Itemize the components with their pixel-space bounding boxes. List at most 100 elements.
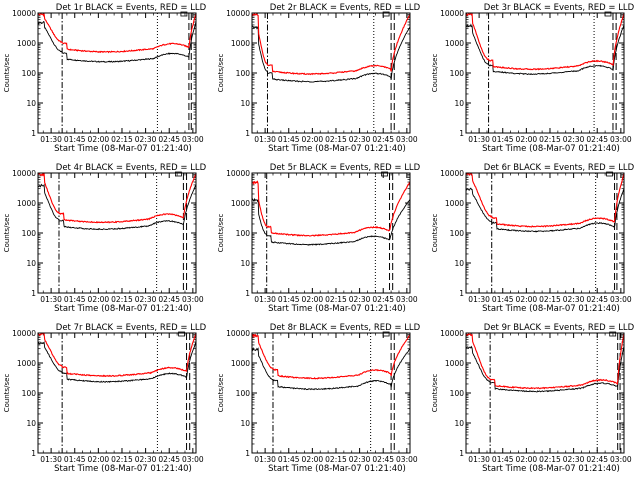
- y-tick-label: 100: [450, 229, 465, 238]
- y-tick-label: 10000: [12, 9, 36, 18]
- y-tick-label: 1000: [17, 199, 36, 208]
- y-axis-label: Counts/sec: [431, 54, 439, 93]
- series-lld: [252, 180, 410, 237]
- x-axis-label: Start Time (08-Mar-07 01:21:40): [54, 464, 192, 474]
- y-tick-label: 10: [240, 259, 250, 268]
- y-tick-label: 1000: [445, 199, 464, 208]
- x-tick-label: 03:00: [396, 455, 418, 464]
- x-tick-label: 02:30: [135, 455, 157, 464]
- plot-frame: [37, 172, 197, 294]
- panel-title: Det 8r BLACK = Events, RED = LLD: [270, 323, 421, 333]
- x-tick-label: 01:45: [278, 135, 300, 144]
- x-tick-label: 02:00: [88, 455, 110, 464]
- series-events: [252, 346, 410, 391]
- y-tick-label: 100: [236, 389, 251, 398]
- y-tick-label: 10000: [226, 169, 250, 178]
- x-tick-label: 02:00: [302, 295, 324, 304]
- y-tick-label: 1000: [231, 359, 250, 368]
- x-tick-label: 02:45: [586, 455, 608, 464]
- x-tick-label: 02:30: [563, 455, 585, 464]
- panel-title: Det 6r BLACK = Events, RED = LLD: [484, 163, 635, 173]
- y-tick-label: 1: [459, 449, 464, 458]
- y-axis-label: Counts/sec: [217, 214, 225, 253]
- x-tick-label: 02:00: [516, 135, 538, 144]
- series-events: [38, 183, 196, 231]
- series-events: [252, 197, 410, 246]
- series-events: [38, 21, 196, 63]
- x-tick-label: 01:30: [254, 455, 276, 464]
- plot-frame: [37, 332, 197, 454]
- x-tick-label: 02:15: [325, 135, 347, 144]
- detector-panel-5: Det 5r BLACK = Events, RED = LLD Counts/s…: [217, 163, 421, 314]
- detector-panel-1: Det 1r BLACK = Events, RED = LLD Counts/s…: [3, 3, 207, 154]
- y-tick-label: 10000: [226, 329, 250, 338]
- x-tick-label: 01:45: [278, 295, 300, 304]
- x-tick-label: 02:15: [111, 455, 133, 464]
- x-tick-label: 03:00: [396, 135, 418, 144]
- y-tick-label: 10000: [440, 9, 464, 18]
- x-tick-label: 02:15: [325, 295, 347, 304]
- x-tick-label: 01:45: [64, 295, 86, 304]
- x-tick-label: 02:30: [349, 295, 371, 304]
- x-tick-label: 02:00: [88, 295, 110, 304]
- series-events: [466, 23, 624, 76]
- x-axis-label: Start Time (08-Mar-07 01:21:40): [482, 144, 620, 154]
- panel-title: Det 3r BLACK = Events, RED = LLD: [484, 3, 635, 13]
- x-tick-label: 01:30: [254, 295, 276, 304]
- y-tick-label: 10: [240, 419, 250, 428]
- detector-panel-2: Det 2r BLACK = Events, RED = LLD Counts/s…: [217, 3, 421, 154]
- y-tick-label: 10: [454, 419, 464, 428]
- x-tick-label: 03:00: [182, 455, 204, 464]
- series-lld: [466, 13, 624, 71]
- series-events: [38, 341, 196, 383]
- y-tick-label: 1000: [445, 39, 464, 48]
- y-axis-label: Counts/sec: [431, 374, 439, 413]
- x-tick-label: 01:30: [254, 135, 276, 144]
- y-tick-label: 1000: [17, 359, 36, 368]
- y-tick-label: 10000: [12, 329, 36, 338]
- x-tick-label: 01:45: [492, 295, 514, 304]
- y-tick-label: 1000: [17, 39, 36, 48]
- panel-title: Det 9r BLACK = Events, RED = LLD: [484, 323, 635, 333]
- x-axis-label: Start Time (08-Mar-07 01:21:40): [482, 304, 620, 314]
- y-axis-label: Counts/sec: [3, 54, 11, 93]
- x-tick-label: 02:45: [158, 295, 180, 304]
- x-tick-label: 01:30: [40, 135, 62, 144]
- y-tick-label: 10000: [12, 169, 36, 178]
- x-tick-label: 02:30: [135, 135, 157, 144]
- x-tick-label: 02:45: [158, 455, 180, 464]
- detector-panel-3: Det 3r BLACK = Events, RED = LLD Counts/s…: [431, 3, 635, 154]
- y-tick-label: 10: [240, 99, 250, 108]
- x-tick-label: 03:00: [182, 135, 204, 144]
- y-tick-label: 1: [459, 289, 464, 298]
- series-lld: [466, 173, 624, 228]
- x-tick-label: 01:45: [64, 455, 86, 464]
- x-tick-label: 02:00: [302, 455, 324, 464]
- x-tick-label: 01:45: [278, 455, 300, 464]
- x-tick-label: 02:00: [516, 295, 538, 304]
- x-tick-label: 02:00: [302, 135, 324, 144]
- detector-panel-9: Det 9r BLACK = Events, RED = LLD Counts/s…: [431, 323, 635, 474]
- plot-frame: [251, 12, 411, 134]
- x-tick-label: 02:15: [111, 295, 133, 304]
- x-tick-label: 03:00: [610, 135, 632, 144]
- x-tick-label: 03:00: [182, 295, 204, 304]
- x-axis-label: Start Time (08-Mar-07 01:21:40): [268, 144, 406, 154]
- y-tick-label: 100: [22, 69, 37, 78]
- y-tick-label: 100: [450, 389, 465, 398]
- x-tick-label: 02:15: [539, 295, 561, 304]
- y-tick-label: 1: [31, 129, 36, 138]
- y-tick-label: 10: [454, 259, 464, 268]
- x-tick-label: 01:45: [64, 135, 86, 144]
- y-tick-label: 100: [22, 389, 37, 398]
- x-tick-label: 02:45: [158, 135, 180, 144]
- plot-frame: [37, 12, 197, 134]
- x-tick-label: 03:00: [610, 295, 632, 304]
- panel-title: Det 5r BLACK = Events, RED = LLD: [270, 163, 421, 173]
- x-tick-label: 03:00: [610, 455, 632, 464]
- y-tick-label: 1000: [445, 359, 464, 368]
- y-tick-label: 10: [26, 259, 36, 268]
- y-tick-label: 10000: [440, 169, 464, 178]
- y-tick-label: 1000: [231, 199, 250, 208]
